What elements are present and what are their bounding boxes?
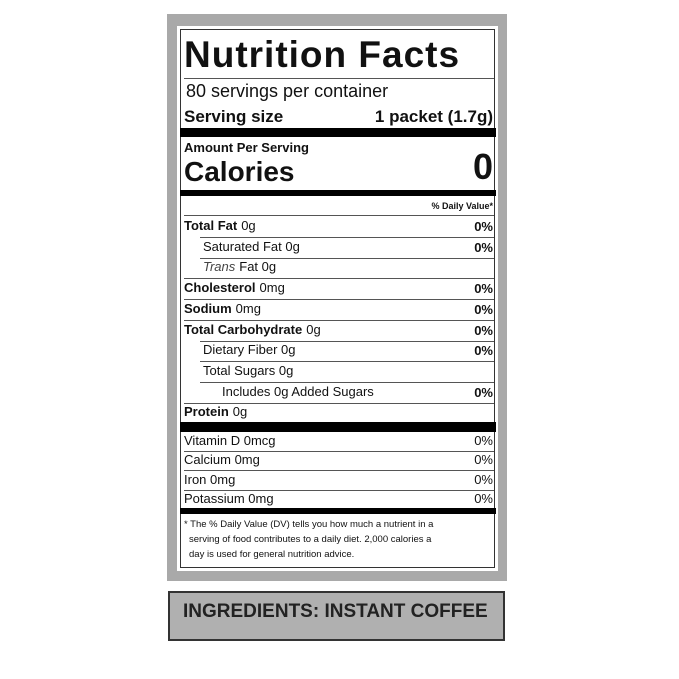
nutrient-name: Sodium xyxy=(184,300,232,316)
calories-value: 0 xyxy=(472,146,493,187)
nutrient-row: Total Sugars 0g xyxy=(203,363,293,378)
daily-value: 0% xyxy=(474,471,493,487)
daily-value: 0% xyxy=(474,301,493,317)
nutrient-name: Trans xyxy=(203,259,236,275)
thick-rule xyxy=(180,508,496,514)
nutrient-row: Total Carbohydrate 0g xyxy=(184,322,321,337)
rule xyxy=(200,381,494,383)
nutrient-amount: 0mg xyxy=(235,300,261,316)
daily-value: 0% xyxy=(474,384,493,400)
nutrient-name: Protein xyxy=(184,404,229,420)
nutrient-amount: Fat 0g xyxy=(239,259,277,275)
rule xyxy=(200,340,494,342)
nutrient-name: Total Carbohydrate xyxy=(184,321,303,337)
label-inner xyxy=(177,26,498,571)
calories-label: Calories xyxy=(184,156,295,187)
nutrient-row: Dietary Fiber 0g xyxy=(203,342,295,357)
rule xyxy=(200,361,494,363)
title: Nutrition Facts xyxy=(184,34,461,75)
vitamin-row: Calcium 0mg xyxy=(184,452,260,468)
dv-header: % Daily Value* xyxy=(431,201,493,211)
daily-value: 0% xyxy=(474,239,493,255)
rule xyxy=(184,470,494,472)
vitamin-row: Vitamin D 0mcg xyxy=(184,433,276,448)
serving-size-value: 1 packet (1.7g) xyxy=(374,107,493,126)
rule xyxy=(184,215,494,216)
daily-value: 0% xyxy=(474,322,493,338)
rule xyxy=(184,78,494,79)
footnote-line: serving of food contributes to a daily d… xyxy=(189,534,432,545)
nutrient-row: Sodium 0mg xyxy=(184,301,261,316)
rule xyxy=(184,278,494,280)
label-border xyxy=(180,29,495,568)
daily-value: 0% xyxy=(474,343,493,359)
nutrient-row: Total Fat 0g xyxy=(184,218,256,233)
rule xyxy=(200,237,494,238)
thick-rule xyxy=(180,128,496,137)
vitamin-row: Iron 0mg xyxy=(184,471,236,487)
amount-per-serving: Amount Per Serving xyxy=(184,140,309,155)
rule xyxy=(184,319,494,321)
nutrient-amount: Saturated Fat 0g xyxy=(203,238,300,254)
rule xyxy=(184,402,494,404)
daily-value: 0% xyxy=(474,281,493,297)
rule xyxy=(184,489,494,491)
rule xyxy=(184,451,494,452)
nutrient-name: Cholesterol xyxy=(184,280,256,296)
nutrient-amount: Dietary Fiber 0g xyxy=(203,342,296,358)
nutrient-row: Cholesterol 0mg xyxy=(184,280,285,295)
daily-value: 0% xyxy=(474,452,493,468)
thick-rule xyxy=(180,422,496,432)
rule xyxy=(184,299,494,301)
thick-rule xyxy=(180,190,496,196)
ingredients-box xyxy=(168,591,505,641)
serving-size-label: Serving size xyxy=(184,107,284,126)
nutrient-row: Saturated Fat 0g xyxy=(203,239,300,254)
daily-value: 0% xyxy=(474,219,493,234)
rule xyxy=(200,257,494,259)
nutrient-amount: 0g xyxy=(306,321,321,337)
footnote-line: * The % Daily Value (DV) tells you how m… xyxy=(184,519,434,530)
nutrient-amount: Total Sugars 0g xyxy=(203,362,294,378)
footnote-line: day is used for general nutrition advice… xyxy=(189,549,355,560)
nutrient-row: Trans Fat 0g xyxy=(203,259,276,274)
nutrient-amount: 0g xyxy=(241,218,256,233)
daily-value: 0% xyxy=(474,490,493,506)
nutrient-row: Protein 0g xyxy=(184,404,247,419)
servings: 80 servings per container xyxy=(186,81,389,101)
daily-value: 0% xyxy=(474,433,493,448)
nutrient-amount: Includes 0g Added Sugars xyxy=(222,383,374,399)
vitamin-row: Potassium 0mg xyxy=(184,490,274,506)
nutrient-row: Includes 0g Added Sugars xyxy=(222,384,374,399)
nutrient-amount: 0mg xyxy=(259,280,285,296)
nutrient-name: Total Fat xyxy=(184,218,238,233)
ingredients: INGREDIENTS: INSTANT COFFEE xyxy=(183,601,488,622)
nutrient-amount: 0g xyxy=(232,404,248,420)
